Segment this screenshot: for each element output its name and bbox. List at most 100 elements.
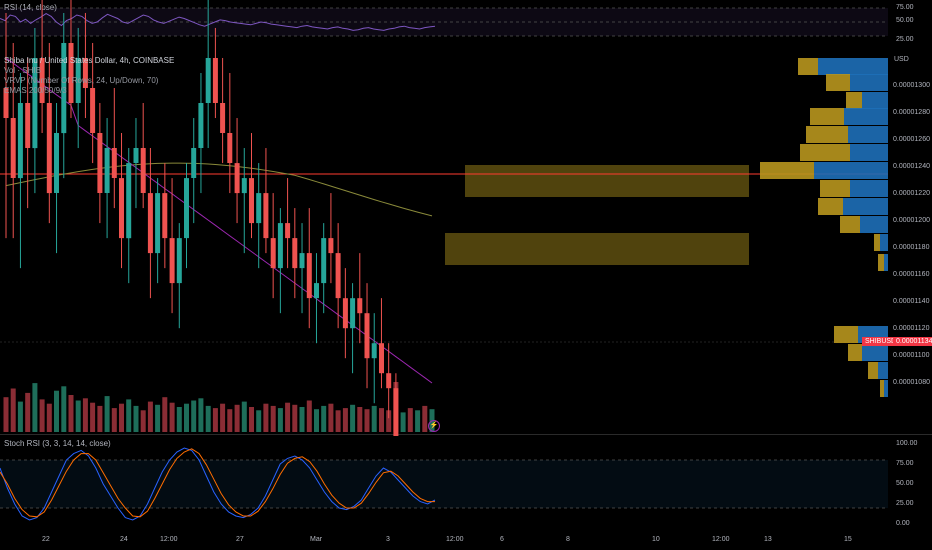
- volume-profile-down-bar: [862, 92, 888, 109]
- volume-bar: [407, 408, 413, 432]
- volume-bar: [184, 403, 189, 432]
- candle-body: [263, 193, 269, 239]
- volume-profile-down-bar: [850, 180, 888, 197]
- candle-body: [90, 88, 96, 133]
- volume-profile-up-bar: [806, 126, 848, 143]
- time-axis[interactable]: 22 24 12:00 27 Mar 3 12:00 6 8 10 12:00 13 15: [0, 532, 932, 550]
- events-icon[interactable]: ⚡: [428, 420, 440, 432]
- candle-body: [292, 238, 298, 269]
- volume-bar: [270, 405, 276, 432]
- rsi-pane[interactable]: RSI (14, close) 75.00 50.00 25.00: [0, 0, 932, 49]
- candle-body: [270, 238, 276, 269]
- candle-body: [111, 148, 117, 178]
- stoch-axis-tick: 100.00: [896, 440, 918, 447]
- legend-emas[interactable]: EMAS 200/50/9/3: [4, 86, 67, 95]
- volume-bar: [379, 408, 384, 432]
- price-axis-tick: 0.00001100: [893, 352, 930, 359]
- volume-bar: [220, 403, 226, 432]
- candle-body: [169, 238, 175, 284]
- symbol-tag: SHIBUSD: [862, 337, 900, 346]
- volume-bar: [415, 410, 421, 432]
- candle-body: [184, 178, 189, 239]
- supply-zone-lower: [445, 233, 749, 265]
- price-axis-tick: 0.00001180: [893, 244, 930, 251]
- candle-body: [75, 58, 81, 103]
- time-axis-tick: 12:00: [160, 536, 178, 543]
- candle-body: [335, 253, 341, 299]
- price-axis-tick: 0.00001160: [893, 271, 930, 278]
- time-axis-tick: 6: [500, 536, 504, 543]
- stoch-chart: [0, 447, 888, 521]
- candle-body: [386, 373, 392, 389]
- candle-body: [241, 178, 247, 194]
- volume-bar: [104, 396, 110, 432]
- legend-vrvp[interactable]: VRVP (Number Of Rows, 24, Up/Down, 70): [4, 76, 159, 85]
- time-axis-tick: 12:00: [712, 536, 730, 543]
- rsi-line: [0, 13, 436, 31]
- volume-bar: [314, 409, 319, 432]
- volume-profile-down-bar: [818, 58, 888, 75]
- price-axis-currency: USD: [894, 56, 909, 63]
- volume-bar: [263, 403, 269, 432]
- volume-bar: [371, 405, 377, 432]
- price-axis-tick: 0.00001220: [893, 190, 930, 197]
- volume-bar: [198, 398, 204, 432]
- volume-bar: [176, 407, 182, 432]
- candle-body: [379, 343, 384, 374]
- volume-profile-up-bar: [878, 254, 884, 271]
- volume-bar: [25, 392, 31, 432]
- volume-bar: [90, 402, 96, 432]
- volume-bar: [126, 399, 132, 432]
- ema-50-line: [5, 57, 433, 384]
- candle-body: [176, 238, 182, 284]
- volume-bar: [328, 403, 334, 432]
- volume-bar: [32, 383, 38, 432]
- stoch-label: Stoch RSI (3, 3, 14, 14, close): [4, 439, 111, 448]
- candle-body: [17, 103, 23, 179]
- volume-bar: [386, 410, 392, 432]
- volume-bar: [133, 405, 139, 432]
- volume-bar: [227, 409, 233, 432]
- candle-body: [119, 178, 124, 239]
- volume-profile-up-bar: [818, 198, 843, 215]
- legend-symbol[interactable]: Shiba Inu / United States Dollar, 4h, CO…: [4, 56, 175, 65]
- volume-profile-down-bar: [844, 108, 888, 125]
- volume-bar: [205, 405, 211, 432]
- rsi-chart: [0, 7, 888, 37]
- volume-bar: [54, 390, 59, 432]
- volume-bar: [147, 401, 153, 432]
- candle-body: [82, 58, 88, 88]
- volume-bar: [400, 412, 406, 432]
- supply-zone-upper: [465, 165, 749, 197]
- candle-body: [25, 103, 31, 148]
- candle-body: [3, 88, 9, 118]
- time-axis-tick: 27: [236, 536, 244, 543]
- price-axis-tick: 0.00001300: [893, 82, 930, 89]
- stoch-band: [0, 460, 888, 508]
- volume-bar: [46, 403, 52, 432]
- volume-bar: [61, 386, 67, 432]
- candle-body: [191, 148, 197, 178]
- candle-body: [212, 58, 218, 103]
- volume-profile-up-bar: [848, 344, 862, 361]
- candle-body: [328, 238, 334, 254]
- candle-body: [364, 313, 370, 359]
- candle-body: [299, 253, 305, 269]
- rsi-axis-tick: 25.00: [896, 36, 914, 43]
- volume-profile-down-bar: [878, 362, 888, 379]
- time-axis-tick: 13: [764, 536, 772, 543]
- candle-body: [350, 298, 356, 329]
- volume-profile-down-bar: [848, 126, 888, 143]
- candle-body: [321, 238, 327, 284]
- stoch-k-line: [0, 447, 436, 521]
- candle-body: [198, 103, 204, 148]
- volume-bar: [277, 408, 283, 432]
- candle-body: [256, 193, 262, 224]
- volume-bar: [321, 405, 327, 432]
- stoch-rsi-pane[interactable]: Stoch RSI (3, 3, 14, 14, close) 100.00 7…: [0, 436, 932, 532]
- price-axis-tick: 0.00001240: [893, 163, 930, 170]
- volume-profile-up-bar: [880, 380, 884, 397]
- legend-vol[interactable]: Vol · SHIB: [4, 66, 41, 75]
